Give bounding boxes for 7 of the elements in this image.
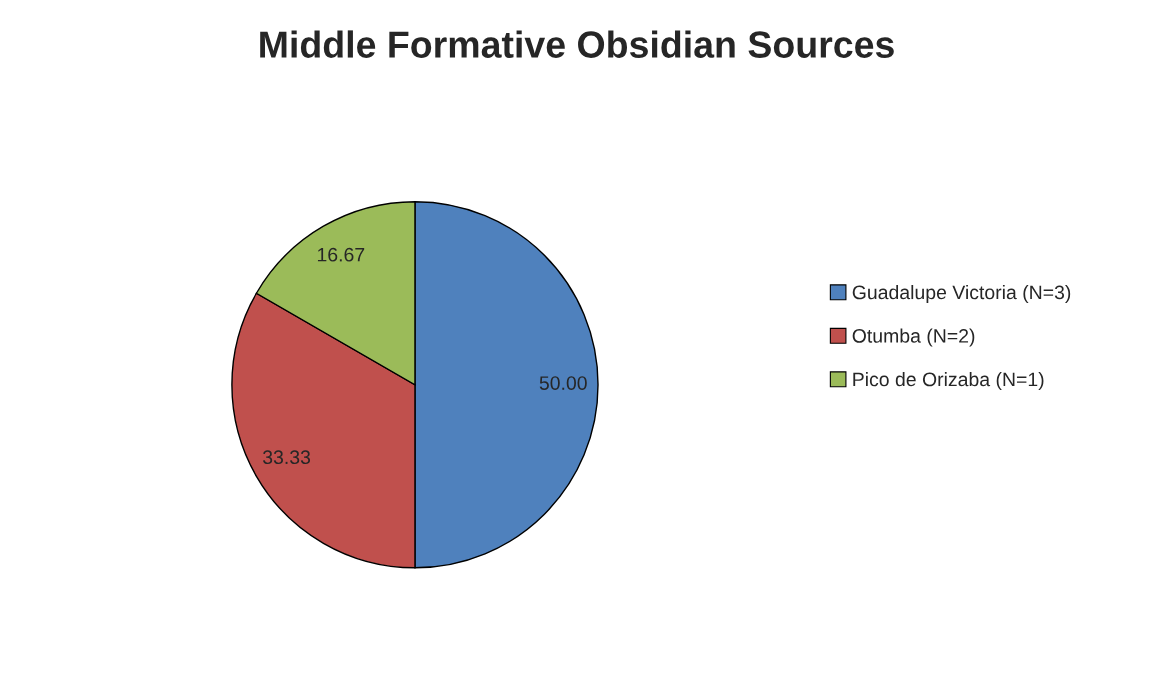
legend-label: Otumba (N=2): [852, 328, 975, 347]
data-label: 50.00: [539, 376, 587, 390]
data-label: 16.67: [317, 247, 365, 262]
chart-title: Middle Formative Obsidian Sources: [260, 30, 894, 58]
legend-label: Guadalupe Victoria (N=3): [852, 284, 1071, 304]
data-label: 33.33: [262, 450, 311, 465]
legend-label: Pico de Orizaba (N=1): [853, 372, 1044, 391]
